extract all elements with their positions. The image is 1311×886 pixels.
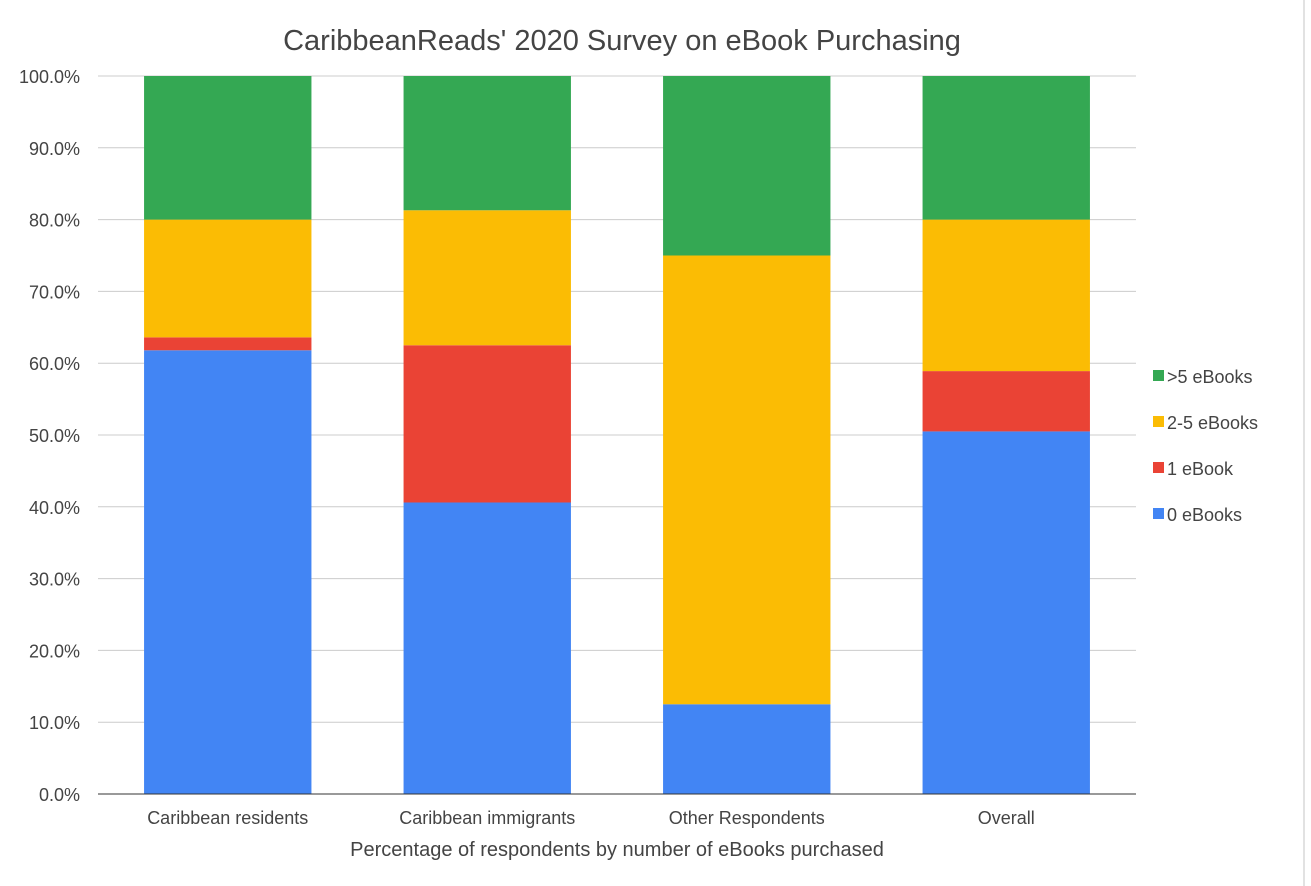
y-tick-label: 30.0% [29, 570, 80, 590]
legend-label: 0 eBooks [1167, 505, 1242, 525]
x-tick-label: Caribbean immigrants [399, 808, 575, 828]
y-tick-label: 20.0% [29, 641, 80, 661]
y-tick-label: 100.0% [19, 67, 80, 87]
bar-segment [144, 219, 312, 338]
bar-segment [663, 76, 831, 256]
legend-label: 2-5 eBooks [1167, 413, 1258, 433]
y-tick-label: 70.0% [29, 282, 80, 302]
legend-label: >5 eBooks [1167, 367, 1253, 387]
y-tick-label: 50.0% [29, 426, 80, 446]
bar-segment [144, 350, 312, 794]
legend-label: 1 eBook [1167, 459, 1234, 479]
legend-swatch [1153, 508, 1164, 519]
bar-segment [922, 219, 1090, 372]
bar-segment [403, 210, 571, 346]
chart-title: CaribbeanReads' 2020 Survey on eBook Pur… [283, 25, 961, 57]
y-tick-label: 40.0% [29, 498, 80, 518]
bar-segment [144, 337, 312, 351]
y-tick-label: 60.0% [29, 354, 80, 374]
y-tick-label: 0.0% [39, 785, 80, 805]
bar-segment [663, 704, 831, 794]
x-axis-tick-labels: Caribbean residents Caribbean immigrants O… [147, 808, 1035, 828]
bar-segment [922, 431, 1090, 794]
bar-segment [144, 76, 312, 220]
bar-segment [922, 371, 1090, 432]
bar-segment [922, 76, 1090, 220]
y-tick-label: 90.0% [29, 139, 80, 159]
bar-segment [403, 502, 571, 794]
y-axis-tick-labels: 0.0% 10.0% 20.0% 30.0% 40.0% 50.0% 60.0% 70.0% 8… [19, 67, 80, 805]
legend-swatch [1153, 370, 1164, 381]
window-edge [1303, 0, 1305, 886]
bar-segment [403, 345, 571, 503]
x-tick-label: Overall [978, 808, 1035, 828]
legend-swatch [1153, 462, 1164, 473]
legend: >5 eBooks 2-5 eBooks 1 eBook 0 eBooks [1153, 367, 1258, 525]
x-axis-label: Percentage of respondents by number of e… [350, 839, 884, 861]
y-tick-label: 80.0% [29, 211, 80, 231]
x-tick-label: Caribbean residents [147, 808, 308, 828]
x-tick-label: Other Respondents [669, 808, 825, 828]
bars [144, 76, 1090, 794]
legend-swatch [1153, 416, 1164, 427]
bar-segment [403, 76, 571, 211]
y-tick-label: 10.0% [29, 713, 80, 733]
bar-segment [663, 255, 831, 705]
